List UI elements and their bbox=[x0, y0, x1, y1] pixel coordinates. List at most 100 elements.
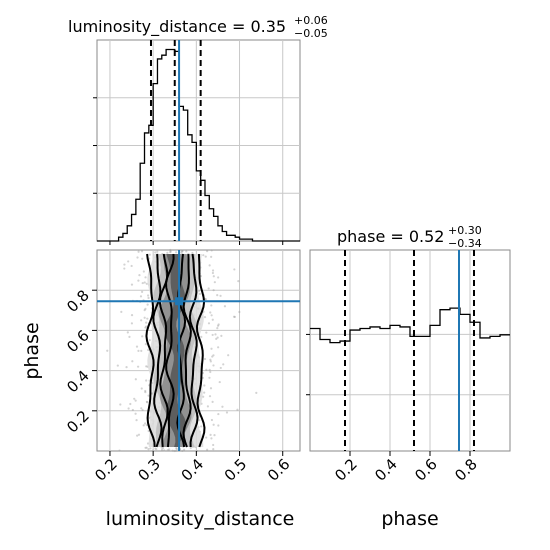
scatter-point bbox=[219, 294, 222, 297]
scatter-point bbox=[151, 392, 154, 395]
x-tick-label-phase: 0.6 bbox=[411, 455, 441, 485]
scatter-point bbox=[146, 294, 150, 297]
scatter-point bbox=[227, 354, 230, 357]
scatter-point bbox=[209, 433, 212, 436]
scatter-point bbox=[212, 275, 215, 278]
scatter-point bbox=[130, 322, 134, 325]
scatter-point bbox=[204, 255, 207, 258]
phase-title-plus: +0.30 bbox=[448, 224, 482, 237]
scatter-point bbox=[168, 448, 171, 451]
contour-line-left bbox=[145, 253, 156, 448]
scatter-point bbox=[211, 271, 215, 275]
scatter-point bbox=[210, 437, 213, 440]
contour-line-left bbox=[158, 253, 169, 448]
scatter-point bbox=[217, 323, 220, 326]
scatter-point bbox=[221, 405, 224, 408]
scatter-point bbox=[217, 412, 220, 416]
scatter-point bbox=[206, 405, 209, 408]
luminosity-distance-title-minus: −0.05 bbox=[294, 27, 328, 40]
scatter-point bbox=[129, 402, 132, 406]
scatter-point bbox=[203, 316, 207, 319]
contour-line-left bbox=[165, 253, 175, 448]
scatter-point bbox=[213, 281, 216, 284]
x-tick-label-luminosity-distance: 0.6 bbox=[264, 455, 294, 485]
scatter-point bbox=[145, 365, 148, 368]
scatter-point bbox=[137, 349, 140, 352]
scatter-point bbox=[217, 346, 220, 349]
scatter-point bbox=[220, 334, 223, 337]
scatter-point bbox=[181, 250, 184, 253]
scatter-point bbox=[232, 315, 236, 318]
histogram-step-phase bbox=[310, 307, 510, 344]
scatter-point bbox=[154, 251, 157, 254]
scatter-point bbox=[202, 395, 205, 398]
scatter-point bbox=[145, 321, 148, 324]
joint-density-panel bbox=[96, 248, 301, 453]
scatter-point bbox=[141, 290, 144, 294]
x-tick-label-phase: 0.8 bbox=[451, 455, 481, 485]
scatter-point bbox=[141, 257, 144, 260]
scatter-point bbox=[202, 254, 205, 257]
scatter-point bbox=[142, 424, 145, 427]
scatter-point bbox=[212, 443, 215, 447]
scatter-point bbox=[180, 251, 183, 254]
scatter-point bbox=[198, 292, 202, 295]
x-tick-label-phase: 0.4 bbox=[371, 455, 401, 485]
scatter-point bbox=[146, 303, 149, 306]
scatter-point bbox=[156, 250, 159, 253]
scatter-point bbox=[130, 283, 134, 286]
scatter-point bbox=[154, 447, 157, 450]
scatter-point bbox=[173, 449, 176, 453]
scatter-point bbox=[144, 422, 147, 425]
scatter-point bbox=[135, 345, 139, 348]
luminosity-distance-histogram-panel bbox=[93, 39, 301, 242]
scatter-point bbox=[106, 349, 109, 352]
x-tick-label-luminosity-distance: 0.5 bbox=[221, 455, 251, 485]
scatter-point bbox=[133, 397, 136, 400]
y-axis-label-phase: phase bbox=[21, 322, 43, 379]
scatter-point bbox=[209, 360, 212, 363]
scatter-point bbox=[233, 315, 237, 319]
scatter-point bbox=[145, 400, 149, 403]
scatter-point bbox=[189, 446, 192, 450]
scatter-point bbox=[210, 418, 214, 422]
scatter-point bbox=[163, 449, 166, 452]
scatter-point bbox=[134, 399, 137, 402]
scatter-point bbox=[209, 387, 213, 390]
scatter-point bbox=[212, 289, 215, 292]
scatter-point bbox=[208, 395, 212, 398]
scatter-point bbox=[223, 305, 227, 308]
scatter-point bbox=[210, 347, 213, 350]
scatter-point bbox=[147, 448, 150, 451]
scatter-point bbox=[207, 287, 210, 290]
scatter-point bbox=[141, 408, 144, 412]
scatter-point bbox=[197, 289, 201, 292]
scatter-point bbox=[208, 368, 211, 371]
scatter-point bbox=[123, 267, 126, 270]
scatter-point bbox=[255, 391, 258, 394]
scatter-point bbox=[116, 364, 119, 367]
scatter-point bbox=[143, 309, 146, 312]
scatter-point bbox=[160, 448, 164, 451]
scatter-point bbox=[141, 335, 144, 338]
x-tick-label-luminosity-distance: 0.3 bbox=[134, 455, 164, 485]
scatter-point bbox=[209, 370, 212, 374]
scatter-point bbox=[205, 436, 208, 439]
scatter-point bbox=[213, 433, 216, 437]
scatter-point bbox=[147, 429, 150, 433]
scatter-point bbox=[212, 423, 215, 426]
scatter-point bbox=[206, 448, 209, 451]
y-tick-label-phase: 0.4 bbox=[63, 367, 93, 397]
scatter-point bbox=[145, 325, 148, 328]
scatter-point bbox=[181, 249, 184, 253]
scatter-point bbox=[200, 425, 203, 428]
scatter-point bbox=[212, 364, 215, 367]
scatter-point bbox=[238, 310, 241, 314]
scatter-point bbox=[211, 333, 214, 337]
scatter-point bbox=[169, 250, 172, 253]
scatter-point bbox=[148, 339, 151, 342]
scatter-point bbox=[206, 250, 209, 253]
histogram-step-luminosity-distance bbox=[97, 48, 300, 242]
scatter-point bbox=[160, 446, 163, 449]
scatter-point bbox=[145, 446, 148, 449]
